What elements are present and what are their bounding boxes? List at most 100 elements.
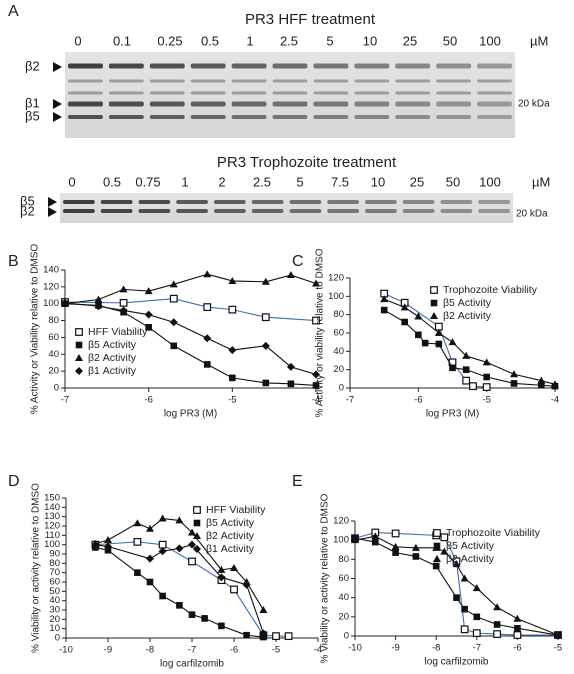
gel-band [402, 209, 435, 213]
data-point [510, 380, 518, 387]
fit-curve [517, 618, 559, 636]
lane-label: 25 [410, 174, 424, 189]
x-tick-label: -6 [414, 395, 422, 406]
lane-label: 0 [74, 33, 81, 48]
gel-band [395, 115, 431, 119]
size-marker: 20 kDa [516, 209, 548, 220]
gel-band [63, 209, 95, 213]
gel-band [138, 200, 171, 204]
data-point [91, 540, 100, 549]
data-point [146, 524, 154, 532]
gel-band [108, 63, 144, 69]
data-point [170, 342, 178, 350]
y-tick-label: 100 [44, 539, 60, 550]
lane-label: 5 [296, 174, 303, 189]
gel-band [108, 79, 144, 83]
data-point [493, 621, 501, 628]
legend-marker [193, 545, 201, 553]
fit-curve [107, 546, 151, 560]
fit-curve [290, 274, 317, 285]
gel-band [365, 200, 397, 204]
y-tick-label: 40 [338, 592, 349, 603]
legend-label: β5 Activity [88, 339, 137, 351]
data-point [472, 629, 481, 638]
fit-curve [246, 581, 264, 611]
fit-curve [438, 343, 453, 369]
gel-band [440, 200, 473, 204]
y-tick-label: 10 [49, 623, 60, 634]
data-point [460, 625, 469, 634]
data-point [482, 383, 491, 391]
fit-curve [383, 298, 405, 308]
fit-curve [162, 544, 193, 562]
gel-band [402, 200, 435, 204]
gel-band [477, 101, 512, 107]
fit-curve [513, 373, 542, 382]
gel-band [68, 63, 103, 69]
gel-band [68, 79, 103, 83]
gel-band [190, 91, 226, 95]
gel-band [272, 115, 308, 119]
gel-band [149, 91, 185, 95]
data-point [287, 380, 295, 388]
x-axis-label: log PR3 (M) [426, 409, 479, 420]
gel-band [149, 63, 185, 69]
fit-curve [232, 377, 266, 384]
y-tick-label: 60 [333, 328, 344, 339]
gel-band [231, 101, 267, 107]
gel-band [272, 91, 308, 95]
data-point [554, 631, 562, 639]
data-point [94, 295, 103, 303]
y-tick-label: 0 [54, 383, 59, 394]
data-point [421, 339, 429, 347]
data-point [483, 373, 490, 381]
gel-band [313, 79, 349, 83]
fit-curve [123, 288, 149, 292]
gel-band [214, 209, 246, 213]
y-tick-label: 100 [43, 298, 59, 309]
band-arrow [48, 207, 57, 217]
legend-label: β1 Activity [206, 543, 255, 555]
data-point [169, 280, 178, 288]
fit-curve [162, 517, 180, 521]
data-point [261, 341, 270, 350]
gel-band [108, 91, 144, 95]
data-point [401, 318, 408, 326]
fit-curve [232, 309, 266, 318]
fit-curve [465, 369, 487, 378]
gel-band [176, 209, 208, 213]
gel-band [313, 91, 349, 95]
x-tick-label: -10 [59, 645, 73, 656]
data-point [201, 615, 208, 622]
fit-curve [191, 561, 222, 581]
gel-band [395, 63, 431, 69]
y-tick-label: 30 [49, 605, 60, 616]
legend-marker [75, 367, 83, 375]
data-point [203, 361, 211, 368]
fit-curve [221, 625, 247, 636]
data-point [228, 346, 237, 355]
data-point [434, 329, 443, 336]
data-point [158, 514, 167, 522]
y-tick-label: 120 [328, 273, 344, 284]
fit-curve [354, 535, 376, 541]
lane-label: 1 [246, 33, 253, 48]
data-point [61, 298, 69, 307]
data-point [392, 549, 399, 556]
data-point [261, 313, 270, 322]
x-tick-label: -5 [228, 395, 236, 406]
unit-label: µM [532, 174, 550, 189]
gel-band [327, 200, 359, 204]
data-point [243, 631, 250, 639]
lane-label: 0.25 [157, 33, 182, 48]
data-point [203, 303, 212, 311]
gel-band [176, 200, 208, 204]
y-tick-label: 0 [344, 631, 349, 642]
gel-band [436, 79, 472, 83]
data-point [440, 533, 449, 542]
data-point [391, 529, 400, 538]
y-tick-label: 80 [48, 315, 59, 326]
x-tick-label: -4 [314, 645, 322, 656]
data-point [119, 285, 128, 293]
gel-band [190, 63, 226, 69]
